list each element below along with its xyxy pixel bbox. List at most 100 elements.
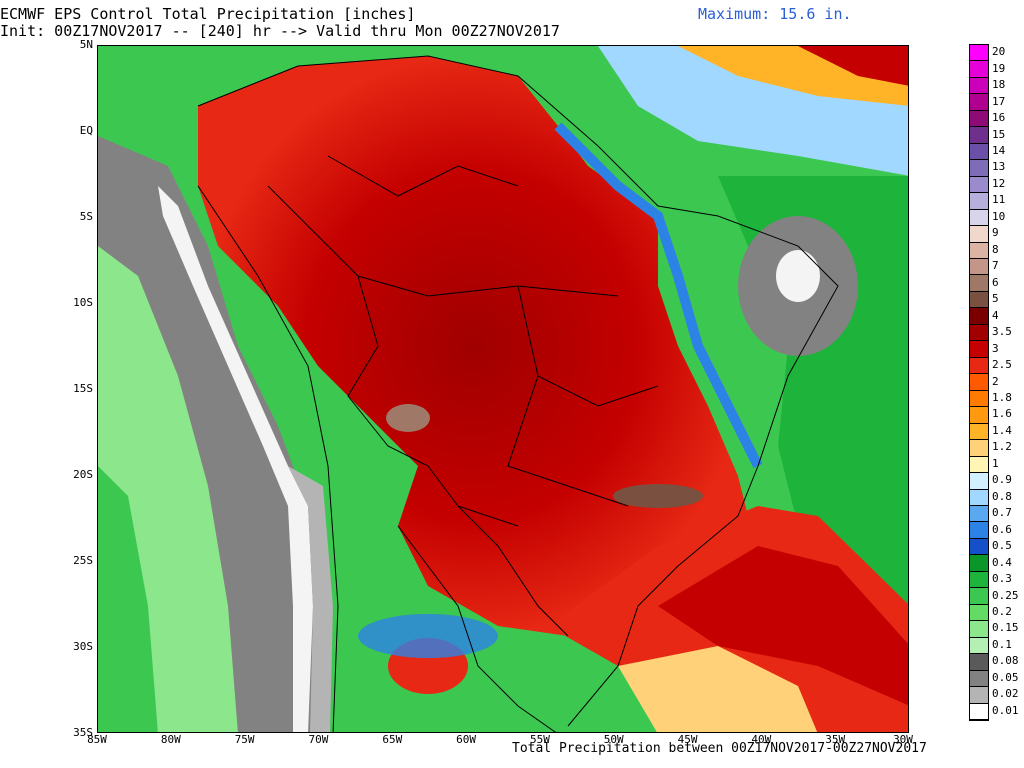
colorbar-swatch [970,555,988,572]
lat-label: 25S [73,554,93,567]
colorbar-swatch [970,374,988,391]
colorbar-swatch [970,324,988,342]
colorbar-swatch [970,61,988,78]
colorbar-label: 16 [992,111,1006,125]
colorbar-label: 1.6 [992,407,1012,421]
atlantic-plume-yellow [618,646,818,732]
colorbar-label: 0.6 [992,522,1012,536]
argentina-blue [358,614,498,658]
lon-label: 80W [160,733,181,746]
colorbar-swatch [970,226,988,243]
colorbar-label: 10 [992,209,1006,223]
colorbar-label: 1.4 [992,423,1012,437]
colorbar-swatch [970,571,988,589]
lon-label: 55W [529,733,550,746]
lon-label: 45W [677,733,698,746]
colorbar-swatch [970,308,988,325]
colorbar-label: 18 [992,78,1006,92]
colorbar-swatch [970,440,988,457]
andes-grey [288,466,333,732]
lon-label: 70W [308,733,329,746]
colorbar-swatch [970,407,988,424]
atlantic-plume-core [658,546,908,706]
lat-label: 5N [79,38,93,51]
bolivia-grey [386,404,430,432]
colorbar-label: 0.4 [992,555,1012,569]
colorbar-swatch [970,687,988,704]
colorbar-label: 0.25 [992,588,1019,602]
colorbar-swatch [970,77,988,95]
colorbar-label: 3.5 [992,325,1012,339]
colorbar-label: 11 [992,193,1006,207]
colorbar-label: 5 [992,292,999,306]
lon-label: 65W [382,733,403,746]
colorbar-label: 4 [992,308,999,322]
colorbar-swatch [970,621,988,638]
colorbar-swatch [970,242,988,259]
lon-label: 60W [456,733,477,746]
colorbar-swatch [970,522,988,539]
country-borders [197,55,839,732]
colorbar-swatch [970,670,988,688]
lat-label: 30S [73,640,93,653]
colorbar-label: 3 [992,341,999,355]
colorbar-swatch [970,637,988,655]
colorbar-label: 12 [992,176,1006,190]
lon-label: 40W [751,733,772,746]
colorbar-swatch [970,45,988,62]
colorbar-swatch [970,588,988,605]
lat-label: EQ [79,124,93,137]
colorbar-swatch [970,456,988,474]
lon-label: 35W [825,733,846,746]
ne-brazil-white [776,250,820,302]
se-brazil-grey [613,484,703,508]
lat-label: 20S [73,468,93,481]
colorbar-swatch [970,143,988,161]
colorbar-label: 14 [992,144,1006,157]
colorbar-label: 0.7 [992,506,1012,520]
colorbar-swatch [970,505,988,523]
colorbar-swatch [970,489,988,506]
colorbar-swatch [970,209,988,227]
colorbar-swatch [970,357,988,375]
coastal-blue [554,122,763,469]
colorbar-label: 0.08 [992,654,1019,668]
colorbar-swatch [970,654,988,671]
colorbar-swatch [970,390,988,408]
colorbar-label: 1.8 [992,390,1012,404]
colorbar-swatch [970,160,988,177]
pacific-green-band [98,466,158,732]
colorbar-swatch [970,94,988,111]
map-title: ECMWF EPS Control Total Precipitation [i… [0,5,416,23]
lat-label: 5S [79,210,93,223]
lon-label: 85W [87,733,107,746]
lon-label: 50W [603,733,624,746]
colorbar-label: 0.8 [992,489,1012,503]
colorbar-label: 0.02 [992,687,1019,701]
andes-white [158,186,313,732]
colorbar-swatch [970,423,988,441]
colorbar-swatch [970,703,988,720]
colorbar-label: 6 [992,275,999,289]
colorbar-label: 0.05 [992,670,1019,684]
map-canvas [98,46,908,732]
lon-label: 30W [893,733,913,746]
colorbar-label: 13 [992,160,1006,174]
map-subtitle: Init: 00Z17NOV2017 -- [240] hr --> Valid… [0,22,560,40]
colorbar-swatch [970,176,988,194]
colorbar-label: 0.3 [992,572,1012,586]
colorbar-swatch [970,538,988,556]
colorbar-label: 2 [992,374,999,388]
colorbar-label: 15 [992,127,1006,141]
precip-core [198,56,748,636]
colorbar-label: 1.2 [992,440,1012,454]
colorbar-swatch [970,291,988,309]
colorbar-label: 0.15 [992,621,1019,635]
colorbar-swatch [970,259,988,276]
colorbar-label: 0.2 [992,604,1012,618]
colorbar-label: 1 [992,456,999,470]
colorbar-label: 0.1 [992,637,1012,651]
colorbar-label: 17 [992,94,1006,108]
colorbar-label: 8 [992,242,999,256]
lat-label: 10S [73,296,93,309]
